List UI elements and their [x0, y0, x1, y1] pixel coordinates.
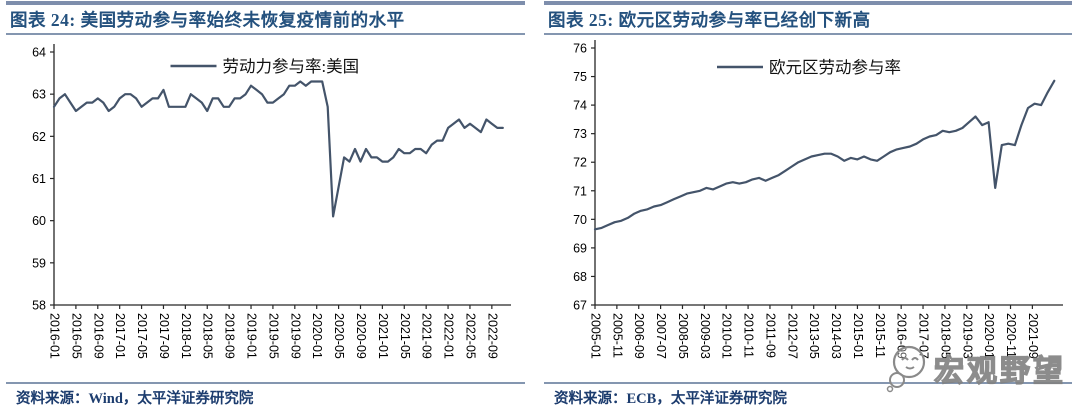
svg-text:2008-05: 2008-05: [676, 313, 690, 359]
svg-text:75: 75: [573, 70, 587, 84]
svg-text:2021-09: 2021-09: [420, 313, 434, 359]
svg-text:74: 74: [573, 99, 587, 113]
svg-text:2005-11: 2005-11: [610, 313, 624, 358]
svg-text:2018-05: 2018-05: [201, 313, 215, 359]
svg-text:2019-05: 2019-05: [266, 313, 280, 359]
figure-25-source: 资料来源：ECB，太平洋证券研究院: [554, 391, 787, 407]
svg-text:63: 63: [32, 88, 46, 102]
svg-text:73: 73: [573, 127, 587, 141]
figure-24-title: 图表 24: 美国劳动参与率始终未恢复疫情前的水平: [10, 10, 405, 30]
svg-text:2017-07: 2017-07: [917, 313, 931, 359]
svg-text:61: 61: [32, 172, 46, 186]
svg-text:2011-09: 2011-09: [763, 313, 777, 358]
svg-text:2022-09: 2022-09: [485, 313, 499, 359]
svg-text:2020-11: 2020-11: [1004, 313, 1018, 358]
svg-text:58: 58: [32, 299, 46, 313]
svg-text:2020-01: 2020-01: [310, 313, 324, 359]
panel-top-rule: [544, 1, 1072, 5]
svg-text:2016-09: 2016-09: [895, 313, 909, 359]
svg-text:2016-01: 2016-01: [48, 313, 62, 359]
svg-text:2021-05: 2021-05: [398, 313, 412, 359]
svg-text:68: 68: [573, 270, 587, 284]
us-labor-participation-chart: 58 59 60 61 62 63 64 2016-01 2016-05 2016-09 2017-…: [32, 44, 511, 359]
svg-text:64: 64: [32, 46, 46, 60]
svg-text:2006-09: 2006-09: [632, 313, 646, 359]
svg-text:62: 62: [32, 130, 46, 144]
svg-text:72: 72: [573, 156, 587, 170]
svg-text:2018-09: 2018-09: [223, 313, 237, 359]
svg-text:70: 70: [573, 213, 587, 227]
svg-text:2020-01: 2020-01: [982, 313, 996, 359]
svg-text:76: 76: [573, 42, 587, 56]
svg-text:69: 69: [573, 241, 587, 255]
svg-text:2019-01: 2019-01: [245, 313, 259, 359]
svg-text:2018-05: 2018-05: [938, 313, 952, 359]
svg-text:60: 60: [32, 214, 46, 228]
svg-text:2019-03: 2019-03: [960, 313, 974, 359]
svg-text:2018-01: 2018-01: [179, 313, 193, 359]
svg-text:2007-07: 2007-07: [654, 313, 668, 359]
eurozone-chart-panel: 图表 25: 欧元区劳动参与率已经创下新高 67 68 69 70 71 72 73 74 75…: [544, 0, 1072, 417]
svg-text:劳动力参与率:美国: 劳动力参与率:美国: [223, 57, 360, 76]
svg-text:2012-07: 2012-07: [785, 313, 799, 359]
us-chart-panel: 图表 24: 美国劳动参与率始终未恢复疫情前的水平 58 59 60 61 62 63 64…: [6, 0, 525, 417]
svg-text:2013-05: 2013-05: [807, 313, 821, 359]
svg-text:2015-11: 2015-11: [873, 313, 887, 358]
svg-text:2022-05: 2022-05: [463, 313, 477, 359]
svg-text:67: 67: [573, 299, 587, 313]
svg-text:2016-05: 2016-05: [69, 313, 83, 359]
figure-24-source: 资料来源：Wind，太平洋证券研究院: [16, 391, 254, 407]
svg-text:2010-11: 2010-11: [742, 313, 756, 358]
svg-text:2017-09: 2017-09: [157, 313, 171, 359]
svg-text:2021-01: 2021-01: [376, 313, 390, 359]
svg-text:2019-09: 2019-09: [288, 313, 302, 359]
svg-text:2005-01: 2005-01: [589, 313, 603, 359]
svg-text:71: 71: [573, 184, 587, 198]
source-divider: [6, 382, 525, 384]
svg-text:2022-01: 2022-01: [442, 313, 456, 359]
svg-text:59: 59: [32, 256, 46, 270]
svg-text:2010-01: 2010-01: [720, 313, 734, 359]
svg-text:2009-03: 2009-03: [698, 313, 712, 359]
eurozone-labor-participation-chart: 67 68 69 70 71 72 73 74 75 76 2005-01 2005-11 2006-0…: [573, 40, 1063, 359]
figure-25-title: 图表 25: 欧元区劳动参与率已经创下新高: [548, 10, 871, 30]
svg-text:2020-05: 2020-05: [332, 313, 346, 359]
title-underline: [6, 33, 525, 35]
title-underline: [544, 33, 1072, 35]
svg-text:2017-05: 2017-05: [135, 313, 149, 359]
svg-text:2021-09: 2021-09: [1026, 313, 1040, 359]
svg-text:2016-09: 2016-09: [91, 313, 105, 359]
svg-text:欧元区劳动参与率: 欧元区劳动参与率: [769, 58, 901, 77]
svg-text:2015-01: 2015-01: [851, 313, 865, 359]
svg-text:2020-09: 2020-09: [354, 313, 368, 359]
svg-text:2014-03: 2014-03: [829, 313, 843, 359]
panel-top-rule: [6, 1, 525, 5]
source-divider: [544, 382, 1072, 384]
svg-text:2017-01: 2017-01: [113, 313, 127, 359]
